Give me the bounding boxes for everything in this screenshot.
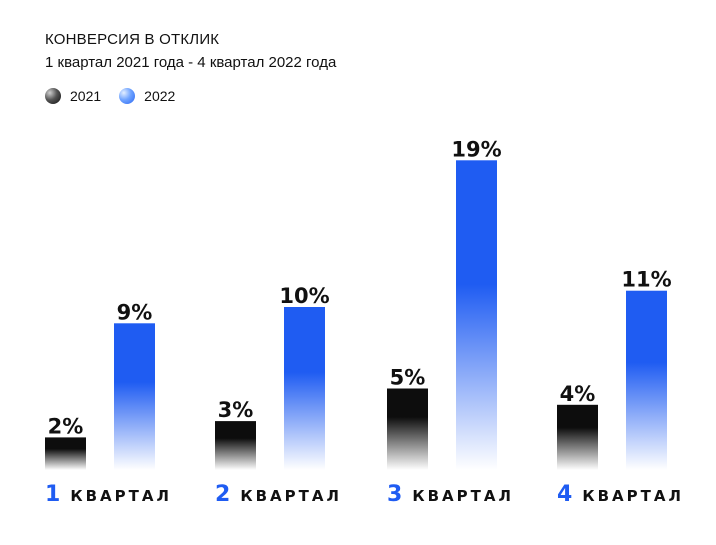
bars-group — [45, 160, 667, 471]
value-label-2021-q2: 3% — [218, 398, 254, 422]
value-label-2022-q4: 11% — [621, 268, 671, 292]
category-number-q3: 3 — [387, 482, 402, 507]
category-word-q4: КВАРТАЛ — [582, 487, 684, 505]
value-label-2022-q3: 19% — [451, 137, 501, 161]
value-label-2022-q1: 9% — [117, 300, 153, 324]
value-labels-group: 2% 9% 3% 10% 5% 19% 4% 11% — [48, 137, 672, 438]
category-number-q4: 4 — [557, 482, 572, 507]
bar-2022-q1 — [114, 323, 155, 470]
legend-item-2022: 2022 — [119, 88, 175, 104]
bar-2021-q2 — [215, 421, 256, 470]
legend-swatch-2022 — [119, 88, 136, 104]
bar-2022-q3 — [456, 160, 497, 471]
bar-2021-q1 — [45, 437, 86, 470]
legend: 2021 2022 — [45, 88, 175, 104]
chart-subtitle: 1 квартал 2021 года - 4 квартал 2022 год… — [45, 54, 337, 71]
bar-2022-q4 — [626, 290, 667, 470]
value-label-2021-q4: 4% — [560, 382, 596, 406]
bar-2021-q3 — [387, 388, 428, 470]
value-label-2021-q1: 2% — [48, 414, 84, 438]
category-word-q2: КВАРТАЛ — [240, 487, 342, 505]
legend-label-2022: 2022 — [144, 88, 176, 104]
value-label-2021-q3: 5% — [390, 366, 426, 390]
legend-label-2021: 2021 — [70, 88, 102, 104]
category-number-q2: 2 — [215, 482, 230, 507]
legend-item-2021: 2021 — [45, 88, 101, 104]
value-label-2022-q2: 10% — [279, 284, 329, 308]
category-label-q1: 1 КВАРТАЛ — [45, 482, 172, 507]
category-label-q4: 4 КВАРТАЛ — [557, 482, 684, 507]
category-label-q2: 2 КВАРТАЛ — [215, 482, 342, 507]
category-labels-group: 1 КВАРТАЛ 2 КВАРТАЛ 3 КВАРТАЛ 4 КВАРТАЛ — [45, 482, 684, 507]
bar-2021-q4 — [557, 404, 598, 470]
category-word-q3: КВАРТАЛ — [412, 487, 514, 505]
category-word-q1: КВАРТАЛ — [70, 487, 172, 505]
legend-swatch-2021 — [45, 88, 61, 104]
category-number-q1: 1 — [45, 482, 60, 507]
bar-2022-q2 — [284, 307, 325, 470]
category-label-q3: 3 КВАРТАЛ — [387, 482, 514, 507]
chart-title: КОНВЕРСИЯ В ОТКЛИК — [45, 31, 220, 48]
